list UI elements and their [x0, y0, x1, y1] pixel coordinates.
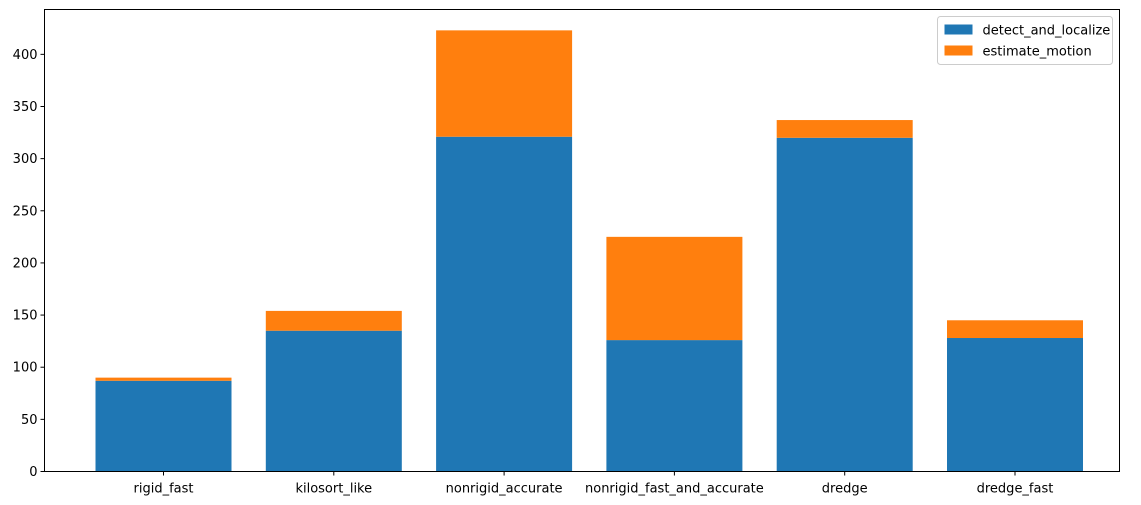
bar-detect-and-localize-nonrigid-fast-and-accurate	[606, 340, 743, 472]
x-axis: rigid_fast kilosort_like nonrigid_accurate…	[134, 471, 1054, 497]
bar-detect-and-localize-rigid-fast	[95, 380, 232, 472]
x-tick-label: nonrigid_fast_and_accurate	[585, 482, 764, 497]
bar-estimate-motion-dredge-fast	[947, 320, 1083, 339]
bar-estimate-motion-dredge	[776, 120, 913, 138]
bar-estimate-motion-rigid-fast	[95, 377, 232, 381]
x-tick-label: dredge_fast	[977, 482, 1054, 497]
legend: detect_and_localize estimate_motion	[937, 16, 1113, 65]
y-tick-label: 0	[29, 465, 37, 480]
y-tick-label: 400	[13, 48, 38, 63]
legend-swatch-detect-and-localize	[944, 24, 973, 35]
y-tick-label: 250	[13, 204, 38, 219]
plot-frame	[44, 9, 1120, 472]
y-tick-label: 100	[13, 361, 38, 376]
y-tick-label: 50	[21, 413, 38, 428]
x-tick-label: kilosort_like	[295, 482, 372, 497]
x-tick-label: dredge	[822, 482, 868, 497]
bar-estimate-motion-kilosort-like	[265, 310, 402, 331]
bar-detect-and-localize-nonrigid-accurate	[436, 136, 573, 472]
bar-detect-and-localize-kilosort-like	[265, 330, 402, 472]
legend-box	[937, 16, 1113, 65]
legend-swatch-estimate-motion	[944, 45, 973, 56]
y-tick-label: 350	[13, 100, 38, 115]
y-tick-label: 300	[13, 152, 38, 167]
bar-estimate-motion-nonrigid-fast-and-accurate	[606, 236, 743, 341]
legend-label-estimate-motion: estimate_motion	[983, 45, 1092, 60]
bar-estimate-motion-nonrigid-accurate	[436, 30, 573, 137]
y-tick-label: 200	[13, 256, 38, 271]
y-tick-label: 150	[13, 309, 38, 324]
x-tick-label: rigid_fast	[134, 482, 194, 497]
legend-label-detect-and-localize: detect_and_localize	[983, 24, 1111, 39]
bars-layer	[95, 30, 1083, 472]
y-axis: 0 50 100 150 200 250 300 350 400	[13, 48, 45, 480]
bar-detect-and-localize-dredge-fast	[947, 338, 1083, 472]
x-tick-label: nonrigid_accurate	[446, 482, 563, 497]
bar-detect-and-localize-dredge	[776, 137, 913, 472]
